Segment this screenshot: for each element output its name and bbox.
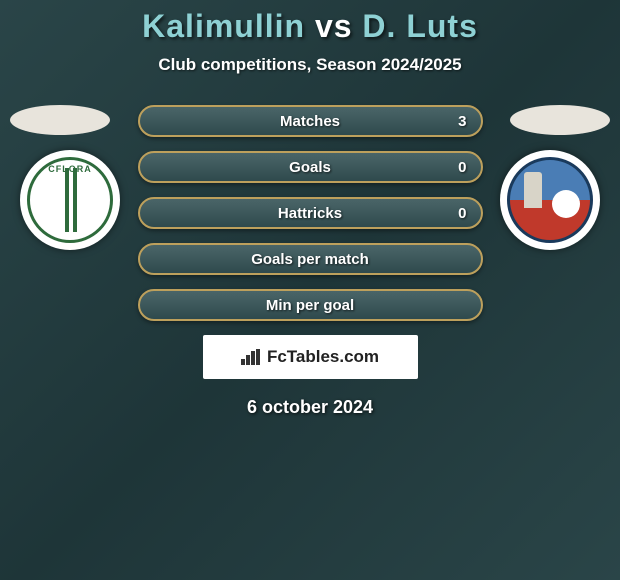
brand-text: FcTables.com bbox=[267, 347, 379, 367]
subtitle: Club competitions, Season 2024/2025 bbox=[0, 55, 620, 75]
stat-label: Hattricks bbox=[278, 205, 342, 222]
stats-list: Matches 3 Goals 0 Hattricks 0 Goals per … bbox=[138, 105, 483, 321]
player2-club-badge bbox=[500, 150, 600, 250]
player1-name: Kalimullin bbox=[142, 8, 305, 44]
stat-label: Matches bbox=[280, 113, 340, 130]
player1-club-badge: CFLORA bbox=[20, 150, 120, 250]
paide-badge-icon bbox=[507, 157, 593, 243]
stat-right-value: 3 bbox=[458, 113, 466, 130]
date-label: 6 october 2024 bbox=[0, 397, 620, 418]
vs-label: vs bbox=[315, 8, 353, 44]
stat-right-value: 0 bbox=[458, 205, 466, 222]
flora-badge-text: CFLORA bbox=[30, 164, 110, 174]
comparison-card: Kalimullin vs D. Luts Club competitions,… bbox=[0, 0, 620, 418]
stat-label: Goals bbox=[289, 159, 331, 176]
bar-chart-icon bbox=[241, 349, 261, 365]
player2-silhouette bbox=[510, 105, 610, 135]
stat-label: Min per goal bbox=[266, 297, 354, 314]
stat-row-matches: Matches 3 bbox=[138, 105, 483, 137]
brand-link[interactable]: FcTables.com bbox=[203, 335, 418, 379]
football-icon bbox=[552, 190, 580, 218]
stat-row-goals: Goals 0 bbox=[138, 151, 483, 183]
flora-badge-icon: CFLORA bbox=[27, 157, 113, 243]
stat-row-hattricks: Hattricks 0 bbox=[138, 197, 483, 229]
player1-silhouette bbox=[10, 105, 110, 135]
stat-label: Goals per match bbox=[251, 251, 369, 268]
stat-row-min-per-goal: Min per goal bbox=[138, 289, 483, 321]
stat-right-value: 0 bbox=[458, 159, 466, 176]
tower-icon bbox=[524, 172, 542, 208]
main-row: CFLORA Matches 3 Goals 0 Hattricks bbox=[0, 105, 620, 418]
page-title: Kalimullin vs D. Luts bbox=[0, 8, 620, 45]
player2-name: D. Luts bbox=[362, 8, 477, 44]
stat-row-goals-per-match: Goals per match bbox=[138, 243, 483, 275]
